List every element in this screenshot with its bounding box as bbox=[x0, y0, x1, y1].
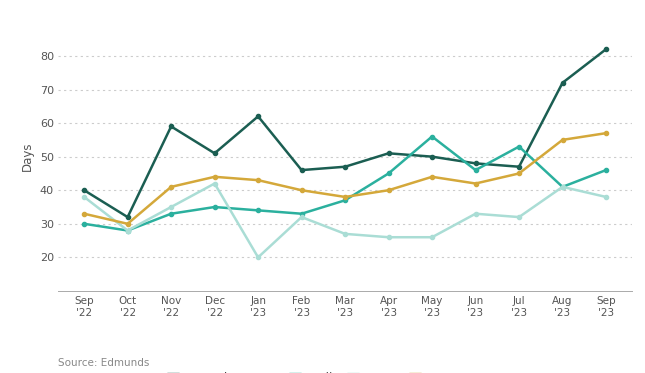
BMW bbox=[384, 235, 392, 239]
Luxury segment bbox=[341, 195, 349, 199]
Audi bbox=[80, 222, 88, 226]
Audi bbox=[602, 168, 610, 172]
Luxury segment bbox=[211, 175, 219, 179]
Luxury segment bbox=[298, 188, 306, 192]
Mercedes-Benz bbox=[384, 151, 392, 156]
Audi bbox=[515, 144, 523, 149]
Audi bbox=[471, 168, 479, 172]
BMW bbox=[298, 215, 306, 219]
BMW bbox=[341, 232, 349, 236]
Mercedes-Benz bbox=[559, 81, 566, 85]
Luxury segment bbox=[471, 181, 479, 186]
Mercedes-Benz bbox=[515, 164, 523, 169]
Audi bbox=[341, 198, 349, 203]
BMW bbox=[254, 255, 262, 260]
Mercedes-Benz bbox=[341, 164, 349, 169]
Audi bbox=[559, 185, 566, 189]
Y-axis label: Days: Days bbox=[21, 142, 34, 172]
Legend: Mercedes-Benz, Audi, BMW, Luxury segment: Mercedes-Benz, Audi, BMW, Luxury segment bbox=[168, 372, 522, 373]
BMW bbox=[602, 195, 610, 199]
BMW bbox=[167, 205, 175, 209]
Audi bbox=[428, 134, 436, 139]
Line: Luxury segment: Luxury segment bbox=[82, 131, 608, 226]
Audi bbox=[254, 208, 262, 213]
Mercedes-Benz bbox=[211, 151, 219, 156]
Mercedes-Benz bbox=[428, 154, 436, 159]
Mercedes-Benz bbox=[602, 47, 610, 51]
Mercedes-Benz bbox=[471, 161, 479, 166]
Audi bbox=[211, 205, 219, 209]
Luxury segment bbox=[515, 171, 523, 176]
Line: BMW: BMW bbox=[82, 181, 608, 260]
Luxury segment bbox=[254, 178, 262, 182]
BMW bbox=[80, 195, 88, 199]
Audi bbox=[384, 171, 392, 176]
Mercedes-Benz bbox=[254, 114, 262, 119]
Luxury segment bbox=[602, 131, 610, 135]
Audi bbox=[124, 228, 132, 233]
Luxury segment bbox=[80, 211, 88, 216]
BMW bbox=[428, 235, 436, 239]
Text: Source: Edmunds: Source: Edmunds bbox=[58, 358, 150, 367]
BMW bbox=[515, 215, 523, 219]
Line: Audi: Audi bbox=[82, 134, 608, 233]
Audi bbox=[167, 211, 175, 216]
Mercedes-Benz bbox=[80, 188, 88, 192]
Mercedes-Benz bbox=[124, 215, 132, 219]
Luxury segment bbox=[559, 138, 566, 142]
Line: Mercedes-Benz: Mercedes-Benz bbox=[82, 47, 608, 219]
Luxury segment bbox=[428, 175, 436, 179]
Audi bbox=[298, 211, 306, 216]
Luxury segment bbox=[384, 188, 392, 192]
Mercedes-Benz bbox=[298, 168, 306, 172]
Luxury segment bbox=[167, 185, 175, 189]
BMW bbox=[211, 181, 219, 186]
Mercedes-Benz bbox=[167, 124, 175, 129]
Luxury segment bbox=[124, 222, 132, 226]
BMW bbox=[124, 228, 132, 233]
BMW bbox=[471, 211, 479, 216]
BMW bbox=[559, 185, 566, 189]
